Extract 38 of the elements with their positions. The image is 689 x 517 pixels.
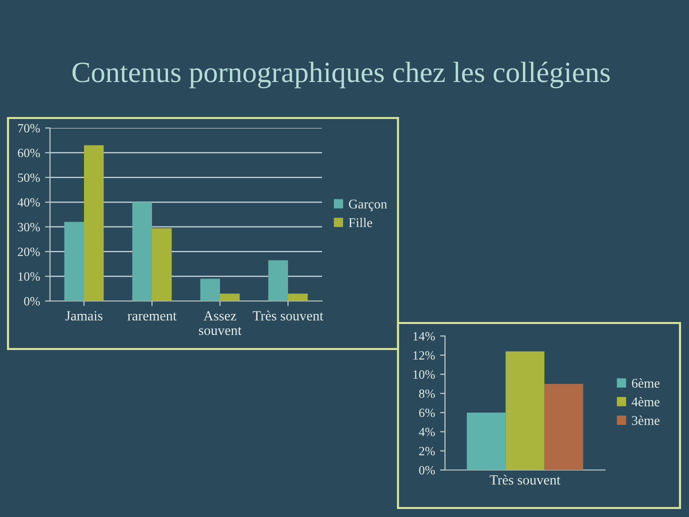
y-tick-label: 8% <box>419 389 435 398</box>
legend-label: 4ème <box>632 397 660 406</box>
bar <box>64 222 84 301</box>
x-tick-label: Assez souvent <box>198 311 242 336</box>
y-tick-label: 70% <box>18 124 40 132</box>
y-tick-label: 10% <box>413 370 435 379</box>
bar <box>268 260 288 301</box>
legend-label: Garçon <box>348 200 388 212</box>
bar <box>132 202 152 301</box>
y-tick-label: 12% <box>413 351 435 360</box>
x-tick-label: Jamais <box>65 311 102 320</box>
y-tick-label: 20% <box>18 248 40 256</box>
y-tick-label: 40% <box>18 198 40 207</box>
bar <box>288 294 308 301</box>
x-tick-label: Très souvent <box>252 310 324 320</box>
y-tick-label: 14% <box>413 332 435 340</box>
y-tick-label: 30% <box>18 222 40 232</box>
x-tick-label: Très souvent <box>490 474 560 485</box>
y-tick-label: 6% <box>419 408 435 418</box>
legend-label: Fille <box>348 218 372 228</box>
y-tick-label: 4% <box>418 428 435 436</box>
bar <box>200 278 220 301</box>
y-tick-label: 0% <box>419 466 435 474</box>
y-tick-label: 60% <box>18 148 40 158</box>
bar <box>544 384 584 470</box>
bar <box>466 412 506 470</box>
y-tick-label: 50% <box>18 173 40 182</box>
bar <box>84 145 104 301</box>
x-tick-label: rarement <box>128 312 177 320</box>
bar <box>220 294 240 301</box>
bar <box>152 228 172 301</box>
legend-label: 6ème <box>632 378 660 388</box>
legend-label: 3ème <box>632 416 660 425</box>
y-tick-label: 10% <box>18 272 40 281</box>
y-tick-label: 0% <box>24 297 40 306</box>
bar <box>506 351 544 470</box>
chart-title: Contenus pornographiques chez les collégiens <box>72 62 610 88</box>
y-tick-label: 2% <box>419 446 435 456</box>
